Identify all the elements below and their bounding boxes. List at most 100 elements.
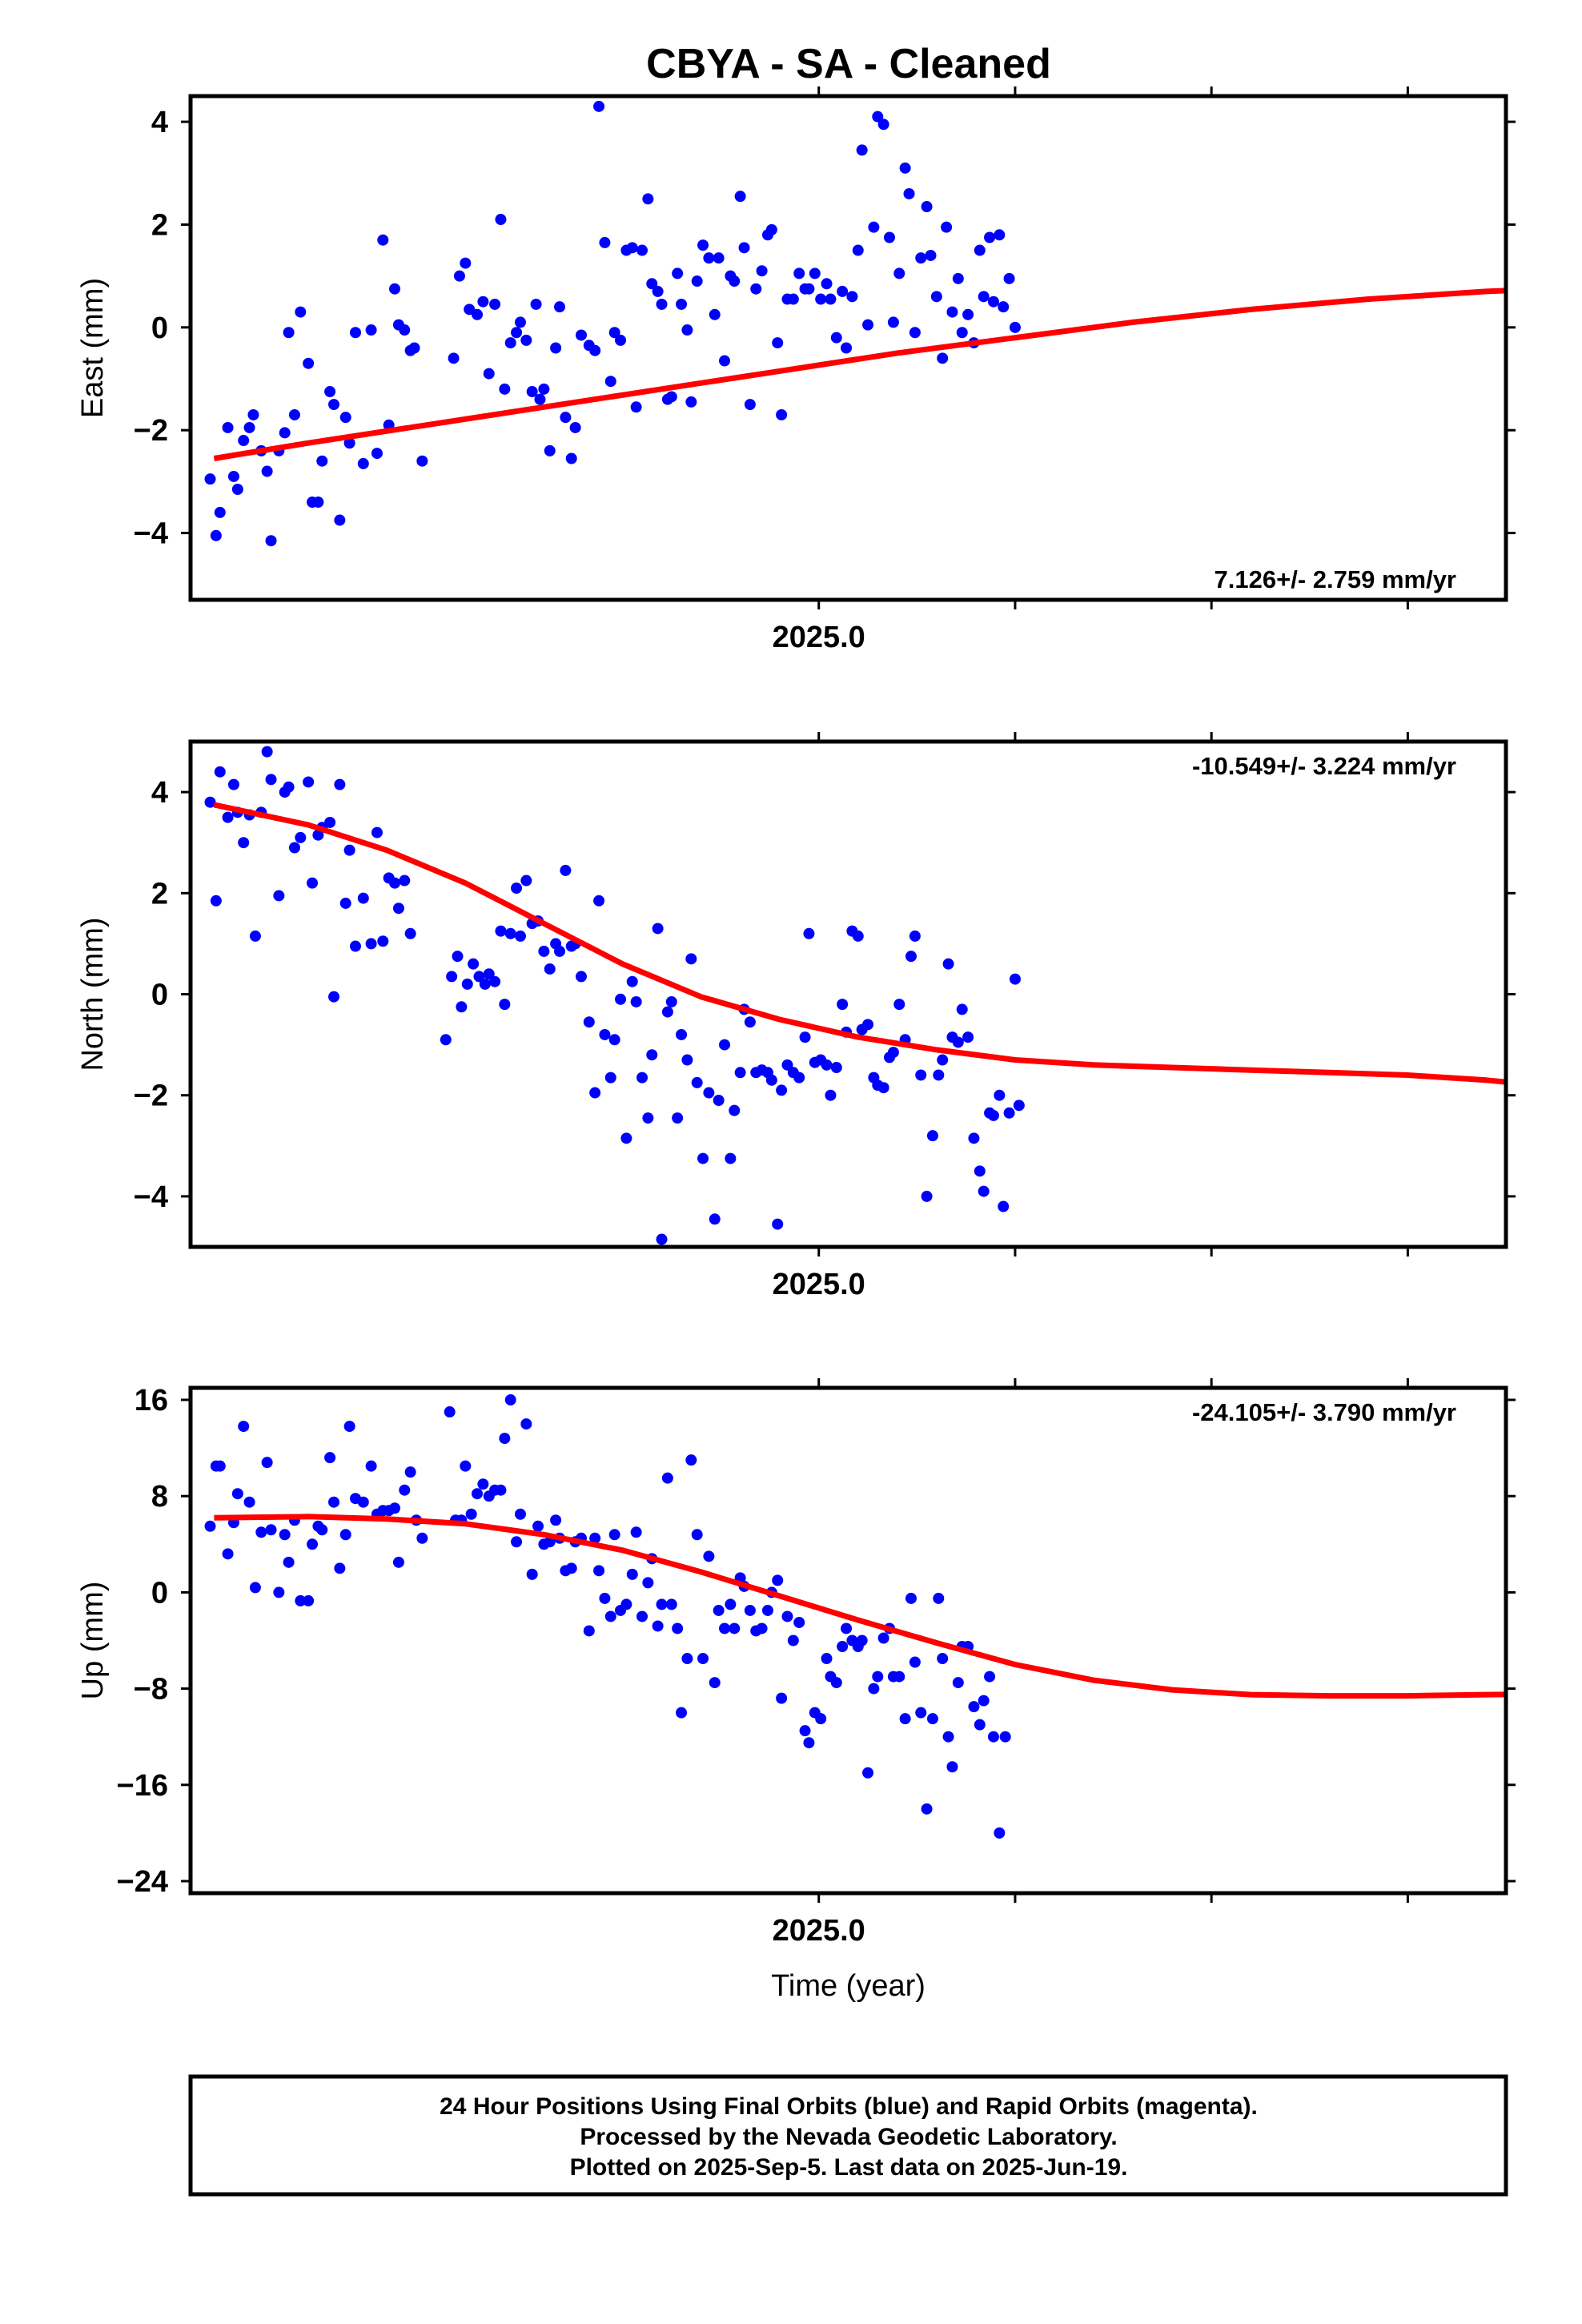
data-point bbox=[987, 296, 999, 308]
data-point bbox=[231, 484, 243, 496]
data-point bbox=[303, 357, 315, 369]
data-point bbox=[520, 334, 532, 346]
data-point bbox=[933, 1592, 945, 1604]
data-point bbox=[599, 1028, 611, 1040]
data-point bbox=[793, 1072, 805, 1084]
data-point bbox=[575, 329, 587, 341]
data-point bbox=[530, 298, 542, 310]
data-point bbox=[862, 1019, 874, 1031]
data-point bbox=[709, 1213, 721, 1225]
data-point bbox=[691, 1076, 703, 1088]
data-point bbox=[899, 1713, 911, 1725]
data-point bbox=[987, 1109, 999, 1121]
data-point bbox=[316, 1524, 328, 1536]
data-point bbox=[334, 778, 346, 790]
y-axis-label: North (mm) bbox=[76, 917, 110, 1071]
data-point bbox=[893, 999, 905, 1011]
data-point bbox=[926, 1713, 938, 1725]
data-point bbox=[738, 242, 750, 254]
data-point bbox=[279, 1529, 291, 1541]
data-point bbox=[626, 975, 638, 987]
data-point bbox=[565, 1562, 577, 1574]
data-point bbox=[825, 293, 837, 305]
data-point bbox=[307, 877, 319, 889]
data-point bbox=[856, 1634, 868, 1647]
data-point bbox=[942, 958, 954, 970]
data-point bbox=[604, 1072, 616, 1084]
data-point bbox=[238, 435, 250, 447]
rate-label: -10.549+/- 3.224 mm/yr bbox=[1192, 752, 1456, 780]
data-point bbox=[697, 1152, 709, 1164]
data-point bbox=[626, 242, 638, 254]
data-point bbox=[357, 457, 369, 469]
data-point bbox=[676, 298, 688, 310]
data-point bbox=[214, 1460, 226, 1472]
x-tick-label: 2025.0 bbox=[773, 1914, 865, 1948]
data-point bbox=[761, 1604, 773, 1616]
data-point bbox=[772, 1574, 784, 1586]
data-point bbox=[295, 1594, 307, 1606]
data-point bbox=[295, 306, 307, 318]
data-point bbox=[620, 1132, 632, 1144]
data-point bbox=[328, 991, 340, 1003]
data-point bbox=[930, 291, 942, 303]
data-point bbox=[852, 930, 864, 942]
data-point bbox=[872, 1671, 884, 1683]
data-point bbox=[636, 244, 648, 256]
data-point bbox=[803, 283, 815, 295]
data-point bbox=[899, 162, 911, 174]
data-point bbox=[526, 386, 538, 398]
data-point bbox=[994, 1827, 1006, 1839]
data-point bbox=[593, 1565, 605, 1577]
y-tick-label: 2 bbox=[151, 208, 168, 242]
plot-area bbox=[204, 746, 1506, 1245]
data-point bbox=[283, 1556, 295, 1568]
data-point bbox=[377, 935, 389, 947]
data-point bbox=[511, 882, 523, 894]
y-tick-label: −8 bbox=[134, 1673, 168, 1707]
y-tick-label: 16 bbox=[135, 1384, 168, 1417]
data-point bbox=[903, 187, 915, 199]
data-point bbox=[389, 283, 401, 295]
data-point bbox=[538, 945, 550, 957]
data-point bbox=[565, 452, 577, 464]
data-point bbox=[554, 945, 566, 957]
data-point bbox=[265, 774, 277, 786]
data-point bbox=[544, 444, 556, 456]
data-point bbox=[575, 971, 587, 983]
up-panel: 16 8 0 −8 −16 −24 2025.0 Up (mm) Time (year) -24.… bbox=[76, 1378, 1516, 2003]
data-point bbox=[472, 308, 484, 320]
data-point bbox=[765, 1074, 777, 1086]
data-point bbox=[222, 1548, 234, 1560]
data-point bbox=[681, 1054, 693, 1066]
model-curve bbox=[213, 287, 1506, 461]
data-point bbox=[608, 1034, 620, 1046]
data-point bbox=[630, 1526, 642, 1538]
data-point bbox=[787, 293, 799, 305]
data-point bbox=[772, 1218, 784, 1230]
data-point bbox=[499, 383, 511, 395]
data-point bbox=[589, 344, 601, 356]
data-point bbox=[499, 1433, 511, 1445]
data-point bbox=[656, 1233, 668, 1245]
data-point bbox=[905, 1592, 917, 1604]
data-point bbox=[339, 412, 351, 424]
data-point bbox=[328, 399, 340, 411]
data-point bbox=[984, 231, 996, 243]
y-tick-label: −2 bbox=[134, 414, 168, 448]
data-point bbox=[343, 437, 355, 449]
data-point bbox=[987, 1731, 999, 1743]
data-point bbox=[744, 1604, 756, 1616]
data-point bbox=[365, 938, 377, 950]
data-point bbox=[550, 1514, 562, 1526]
data-point bbox=[204, 473, 216, 485]
rate-label: -24.105+/- 3.790 mm/yr bbox=[1192, 1398, 1456, 1426]
data-point bbox=[295, 831, 307, 843]
data-point bbox=[719, 355, 731, 367]
data-point bbox=[371, 826, 383, 838]
data-point bbox=[756, 265, 768, 277]
data-point bbox=[599, 1592, 611, 1604]
data-point bbox=[803, 927, 815, 939]
data-point bbox=[608, 1529, 620, 1541]
data-point bbox=[204, 796, 216, 808]
